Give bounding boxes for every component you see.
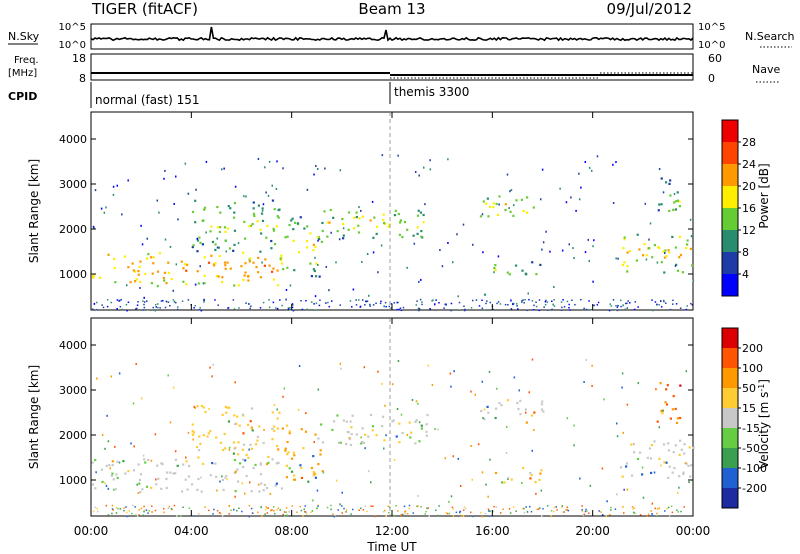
echo-region-p1-6	[621, 233, 694, 274]
cb1-tick-1: 24	[742, 158, 756, 171]
cb1-swatch-5	[722, 230, 738, 252]
cb2-tick-2: 50	[742, 382, 756, 395]
nave-tick-top: 60	[708, 52, 722, 65]
noise-tick-left-top: 10^5	[59, 22, 86, 33]
cb1-swatch-2	[722, 164, 738, 186]
cb2-tick-4: -15	[742, 422, 760, 435]
velocity-panel: 1000 2000 3000 4000 Slant Range [km]	[27, 317, 695, 518]
cb1-swatch-1	[722, 142, 738, 164]
cb1-tick-4: 12	[742, 224, 756, 237]
time-tick-6: 00:00	[676, 524, 711, 538]
power-echoes	[92, 154, 695, 312]
velocity-echoes	[91, 358, 695, 518]
velocity-panel-ylabel: Slant Range [km]	[27, 365, 41, 469]
echo-region-p1-0	[92, 251, 284, 288]
range-tick-p1-3: 4000	[59, 133, 87, 146]
range-tick-p1-2: 3000	[59, 178, 87, 191]
echo-region-p1-1	[191, 199, 281, 253]
echo-region-p2-3	[317, 413, 429, 447]
time-tick-1: 04:00	[174, 524, 209, 538]
cb2-swatch-4	[722, 408, 738, 428]
freq-tick-top: 18	[72, 52, 86, 65]
cb2-tick-1: 100	[742, 362, 763, 375]
cb2-tick-3: 15	[742, 402, 756, 415]
cpid-segment-1: normal (fast) 151	[95, 93, 199, 107]
time-tick-5: 20:00	[575, 524, 610, 538]
velocity-colorbar: 200 100 50 15 -15 -50 -100 -200	[721, 327, 767, 509]
cb2-swatch-5	[722, 428, 738, 448]
freq-tick-bottom: 8	[79, 72, 86, 85]
cb1-tick-0: 28	[742, 136, 756, 149]
noise-left-label: N.Sky	[8, 30, 40, 43]
cb1-tick-6: 4	[742, 268, 749, 281]
time-tick-0: 00:00	[74, 524, 109, 538]
cb1-tick-2: 20	[742, 180, 756, 193]
cb2-swatch-2	[722, 368, 738, 388]
date-title: 09/Jul/2012	[607, 0, 692, 18]
freq-label: Freq.	[14, 55, 39, 66]
noise-panel: N.Sky 10^5 10^0 10^5 10^0 N.Search	[8, 22, 795, 51]
range-tick-p2-0: 1000	[59, 474, 87, 487]
cb2-swatch-7	[722, 468, 738, 488]
cb1-swatch-3	[722, 186, 738, 208]
cb2-swatch-8	[722, 488, 738, 508]
noise-tick-right-bottom: 10^0	[698, 40, 725, 51]
cb1-tick-3: 16	[742, 202, 756, 215]
cb2-swatch-3	[722, 388, 738, 408]
cb1-swatch-0	[722, 120, 738, 142]
cpid-label: CPID	[8, 90, 37, 103]
nave-tick-bottom: 0	[708, 72, 715, 85]
power-colorbar: 28 24 20 16 12 8 4	[721, 119, 756, 297]
cb2-tick-7: -200	[742, 482, 767, 495]
noise-trace	[90, 26, 694, 42]
frequency-panel: Freq. [MHz] 18 8 60 0 Nave	[8, 52, 780, 85]
time-tick-3: 12:00	[375, 524, 410, 538]
cb2-swatch-0	[722, 328, 738, 348]
noise-tick-right-top: 10^5	[698, 22, 725, 33]
cb2-swatch-1	[722, 348, 738, 368]
echo-region-p1-5	[493, 261, 542, 276]
noise-tick-left-bottom: 10^0	[59, 40, 86, 51]
power-panel: 1000 2000 3000 4000 Slant Range [km]	[27, 111, 695, 312]
velocity-colorbar-label: Velocity [m s-1]	[757, 379, 772, 469]
cb2-tick-5: -50	[742, 442, 760, 455]
cb2-tick-6: -100	[742, 462, 767, 475]
echo-region-p2-2	[281, 424, 324, 483]
range-tick-p2-3: 4000	[59, 339, 87, 352]
echo-region-p2-5	[494, 466, 543, 484]
time-axis: 00:00 04:00 08:00 12:00 16:00 20:00 00:00	[74, 112, 711, 538]
echo-region-p1-4	[479, 195, 535, 218]
time-axis-label: Time UT	[366, 540, 417, 554]
echo-region-p1-7	[657, 177, 681, 212]
power-panel-ylabel: Slant Range [km]	[27, 159, 41, 263]
power-colorbar-label: Power [dB]	[757, 163, 771, 228]
range-tick-p1-1: 2000	[59, 223, 87, 236]
echo-region-p2-1	[191, 404, 281, 459]
echo-region-p2-4	[480, 399, 545, 424]
time-tick-4: 16:00	[475, 524, 510, 538]
station-title: TIGER (fitACF)	[91, 0, 198, 18]
noise-right-label: N.Search	[745, 30, 795, 43]
cb1-swatch-6	[722, 252, 738, 274]
freq-unit: [MHz]	[8, 68, 37, 79]
range-tick-p2-2: 3000	[59, 384, 87, 397]
cb2-swatch-6	[722, 448, 738, 468]
time-tick-2: 08:00	[274, 524, 309, 538]
cb1-tick-5: 8	[742, 246, 749, 259]
cb2-tick-0: 200	[742, 342, 763, 355]
echo-region-p2-0	[91, 458, 284, 494]
range-tick-p1-0: 1000	[59, 268, 87, 281]
echo-region-p2-6	[619, 439, 695, 479]
cpid-panel: CPID normal (fast) 151 themis 3300	[8, 82, 469, 108]
cb1-swatch-4	[722, 208, 738, 230]
range-tick-p2-1: 2000	[59, 429, 87, 442]
cb1-swatch-7	[722, 274, 738, 296]
beam-title: Beam 13	[358, 0, 425, 18]
echo-region-p1-2	[279, 216, 324, 278]
nave-label: Nave	[752, 63, 780, 76]
cpid-segment-2: themis 3300	[394, 85, 469, 99]
